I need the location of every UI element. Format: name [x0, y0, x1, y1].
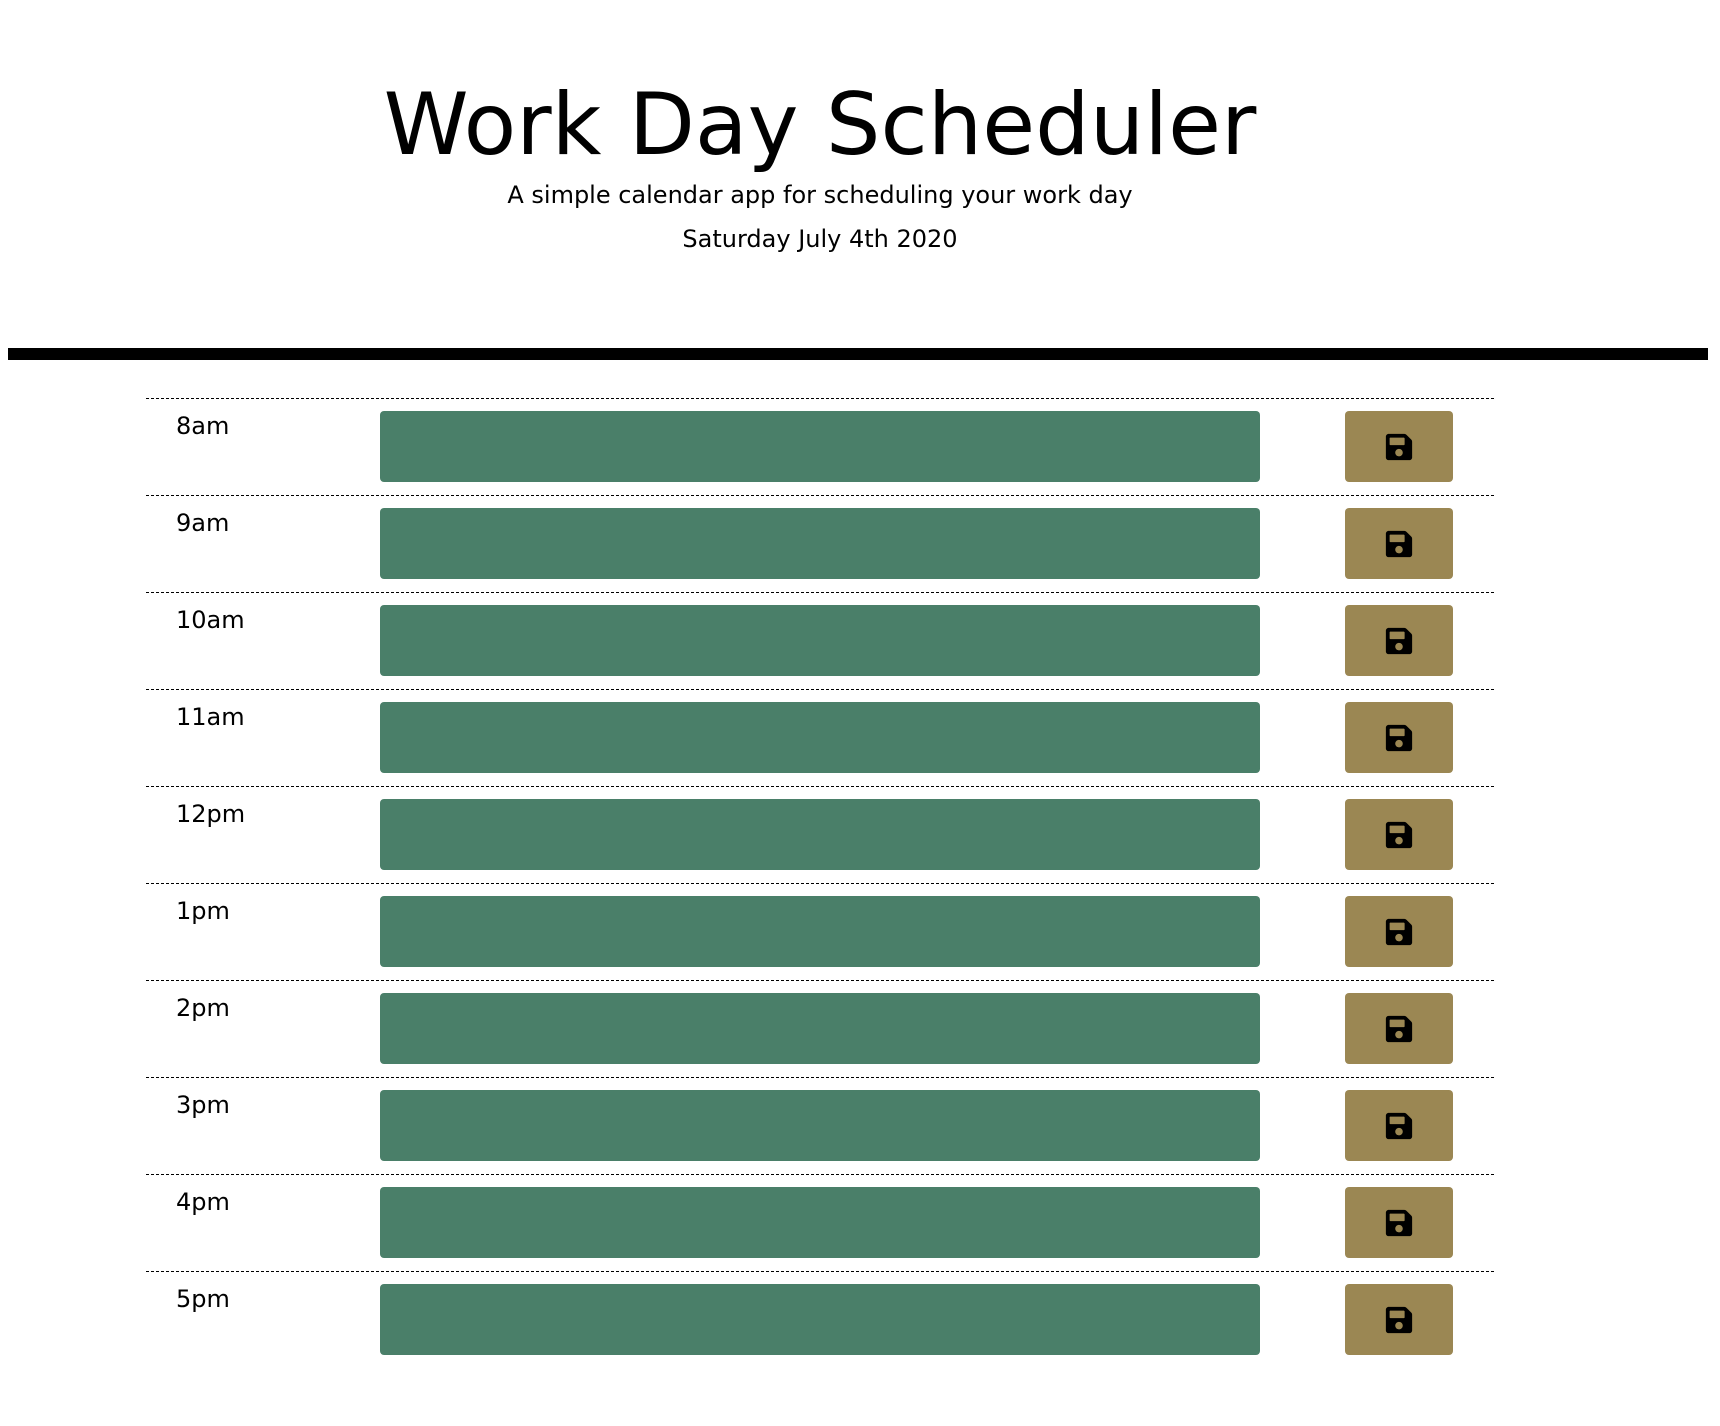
hour-label: 2pm [176, 994, 230, 1022]
schedule-container: 8am 9am 10am 11am [146, 398, 1494, 1368]
save-button[interactable] [1345, 508, 1453, 579]
hour-label: 10am [176, 606, 245, 634]
description-input[interactable] [380, 993, 1260, 1064]
hour-label: 11am [176, 703, 245, 731]
hour-label: 3pm [176, 1091, 230, 1119]
page-title: Work Day Scheduler [383, 75, 1257, 175]
time-block: 5pm [146, 1271, 1494, 1368]
floppy-disk-icon [1384, 1111, 1414, 1141]
hour-label: 9am [176, 509, 230, 537]
floppy-disk-icon [1384, 1208, 1414, 1238]
time-block: 10am [146, 592, 1494, 689]
description-input[interactable] [380, 1090, 1260, 1161]
hour-label: 5pm [176, 1285, 230, 1313]
hour-label: 12pm [176, 800, 246, 828]
hour-label: 1pm [176, 897, 230, 925]
description-input[interactable] [380, 896, 1260, 967]
floppy-disk-icon [1384, 1014, 1414, 1044]
time-block: 1pm [146, 883, 1494, 980]
description-input[interactable] [380, 799, 1260, 870]
current-day: Saturday July 4th 2020 [682, 225, 958, 253]
time-block: 11am [146, 689, 1494, 786]
description-input[interactable] [380, 702, 1260, 773]
time-block: 12pm [146, 786, 1494, 883]
save-button[interactable] [1345, 1284, 1453, 1355]
save-button[interactable] [1345, 993, 1453, 1064]
floppy-disk-icon [1384, 917, 1414, 947]
floppy-disk-icon [1384, 529, 1414, 559]
description-input[interactable] [380, 508, 1260, 579]
save-button[interactable] [1345, 799, 1453, 870]
save-button[interactable] [1345, 896, 1453, 967]
description-input[interactable] [380, 605, 1260, 676]
floppy-disk-icon [1384, 820, 1414, 850]
hour-label: 8am [176, 412, 230, 440]
hour-label: 4pm [176, 1188, 230, 1216]
save-button[interactable] [1345, 605, 1453, 676]
description-input[interactable] [380, 1187, 1260, 1258]
header-divider [8, 348, 1708, 360]
page-subtitle: A simple calendar app for scheduling you… [507, 181, 1133, 209]
time-block: 9am [146, 495, 1494, 592]
floppy-disk-icon [1384, 723, 1414, 753]
floppy-disk-icon [1384, 432, 1414, 462]
save-button[interactable] [1345, 1090, 1453, 1161]
save-button[interactable] [1345, 411, 1453, 482]
time-block: 8am [146, 398, 1494, 495]
floppy-disk-icon [1384, 1305, 1414, 1335]
save-button[interactable] [1345, 702, 1453, 773]
description-input[interactable] [380, 1284, 1260, 1355]
description-input[interactable] [380, 411, 1260, 482]
floppy-disk-icon [1384, 626, 1414, 656]
time-block: 2pm [146, 980, 1494, 1077]
time-block: 4pm [146, 1174, 1494, 1271]
save-button[interactable] [1345, 1187, 1453, 1258]
time-block: 3pm [146, 1077, 1494, 1174]
